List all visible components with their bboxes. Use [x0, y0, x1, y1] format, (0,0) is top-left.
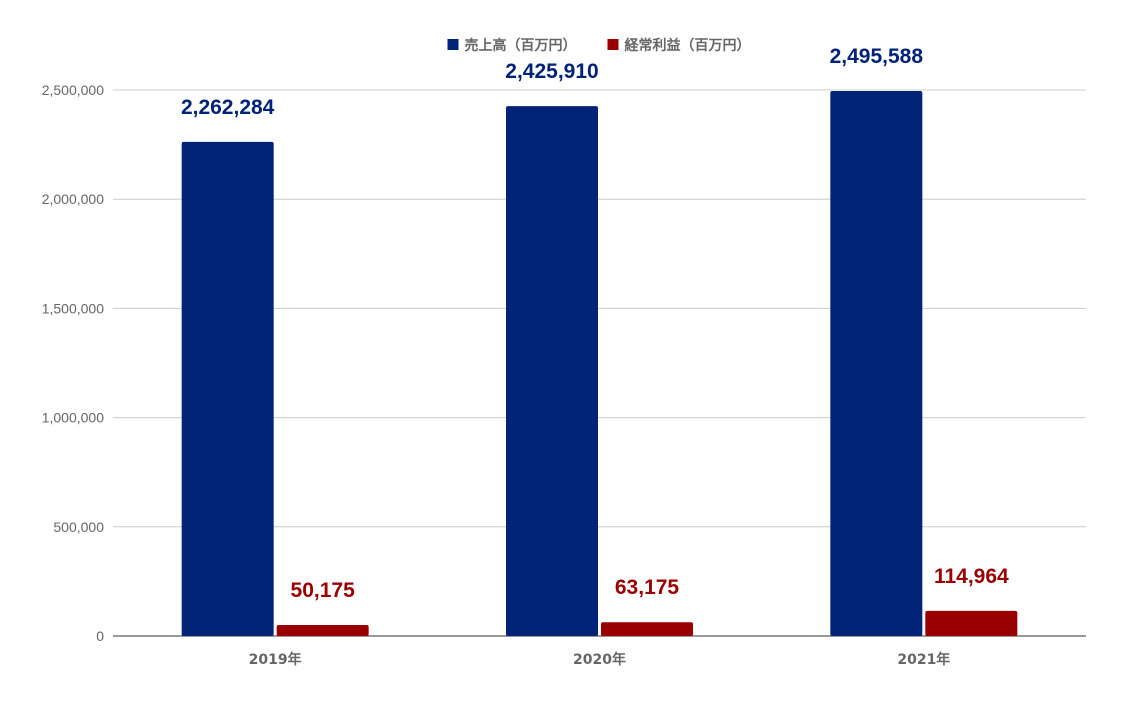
y-tick-label: 500,000	[53, 519, 104, 535]
legend-label: 売上高（百万円）	[465, 37, 577, 54]
bar-series-1-item-0	[276, 625, 369, 636]
data-label-series-0: 2,425,910	[505, 60, 598, 83]
legend: 売上高（百万円） 経常利益（百万円）	[447, 37, 751, 54]
data-label-series-1: 50,175	[291, 579, 356, 602]
data-label-series-0: 2,495,588	[830, 45, 924, 68]
data-labels: 2,262,284 50,175 2,425,910 63,175 2,495,588 1…	[181, 45, 1009, 602]
y-tick-label: 2,500,000	[42, 82, 104, 98]
x-category-label: 2021年	[897, 651, 950, 668]
data-label-series-0: 2,262,284	[181, 96, 275, 119]
bar-series-1-item-1	[601, 622, 693, 636]
data-label-series-1: 114,964	[934, 565, 1009, 588]
bar-series-0-item-1	[506, 106, 598, 636]
y-tick-label: 1,000,000	[42, 410, 104, 426]
bars	[181, 90, 1018, 637]
bar-series-0-item-0	[181, 141, 274, 636]
y-tick-label: 0	[96, 628, 104, 644]
legend-swatch	[607, 39, 619, 50]
x-category-label: 2020年	[573, 651, 626, 668]
legend-label: 経常利益（百万円）	[625, 37, 751, 54]
data-label-series-1: 63,175	[615, 576, 680, 599]
bar-series-1-item-2	[925, 610, 1018, 636]
legend-item-0: 売上高（百万円）	[447, 37, 577, 54]
legend-item-1: 経常利益（百万円）	[607, 37, 751, 54]
bar-series-0-item-2	[830, 90, 923, 637]
x-category-label: 2019年	[249, 651, 302, 668]
x-axis-category-labels: 2019年 2020年 2021年	[249, 651, 951, 668]
legend-swatch	[447, 39, 459, 50]
y-axis-tick-labels: 0 500,000 1,000,000 1,500,000 2,000,000 2,500…	[42, 82, 105, 644]
y-tick-label: 1,500,000	[42, 300, 104, 316]
gridlines	[113, 89, 1086, 637]
y-tick-label: 2,000,000	[42, 191, 104, 207]
